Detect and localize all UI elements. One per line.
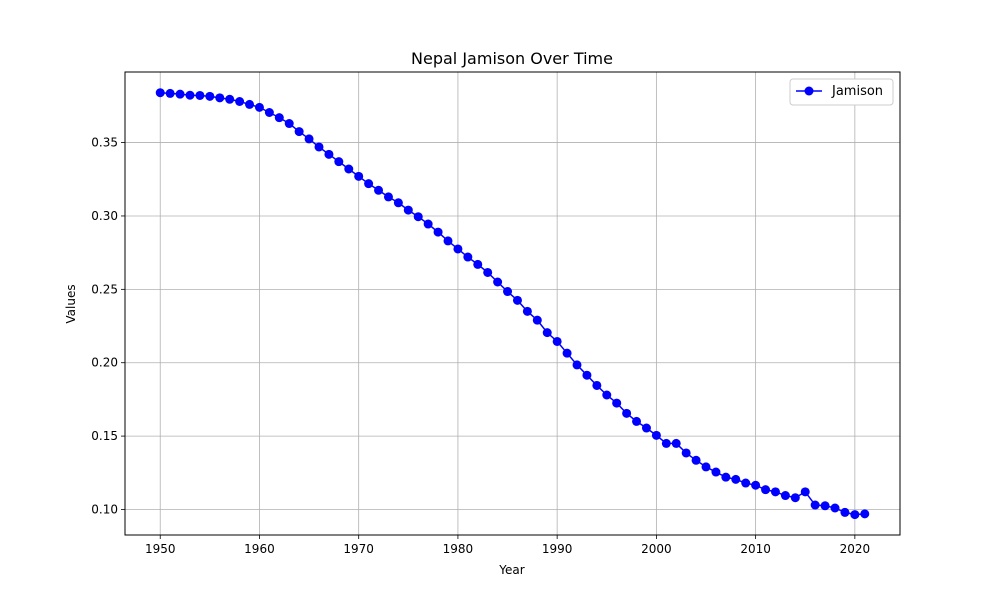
data-point: [195, 90, 205, 100]
data-point: [215, 93, 225, 103]
data-point: [641, 423, 651, 433]
data-point: [552, 336, 562, 346]
data-point: [413, 212, 423, 222]
data-point: [284, 119, 294, 129]
data-point: [155, 88, 165, 98]
y-axis-label: Values: [64, 284, 78, 323]
data-point: [433, 227, 443, 237]
data-point: [205, 91, 215, 101]
data-point: [761, 485, 771, 495]
data-point: [820, 501, 830, 511]
data-point: [731, 474, 741, 484]
data-point: [830, 503, 840, 513]
data-point: [850, 510, 860, 520]
plot-area: [125, 72, 900, 535]
data-point: [632, 416, 642, 426]
x-tick-label: 1960: [244, 542, 275, 556]
data-point: [354, 171, 364, 181]
x-axis-label: Year: [498, 563, 524, 577]
data-point: [532, 315, 542, 325]
y-tick-label: 0.35: [91, 136, 118, 150]
data-point: [651, 430, 661, 440]
data-point: [324, 149, 334, 159]
data-point: [304, 134, 314, 144]
data-point: [483, 267, 493, 277]
data-point: [840, 507, 850, 517]
data-point: [374, 185, 384, 195]
x-tick-label: 1980: [443, 542, 474, 556]
legend-marker-sample: [804, 86, 814, 96]
data-point: [423, 219, 433, 229]
data-point: [542, 328, 552, 338]
data-point: [790, 493, 800, 503]
data-point: [810, 500, 820, 510]
data-point: [264, 108, 274, 117]
data-point: [622, 408, 632, 418]
data-point: [751, 480, 761, 490]
data-point: [592, 380, 602, 390]
data-point: [334, 157, 344, 167]
data-point: [453, 244, 463, 254]
chart-title: Nepal Jamison Over Time: [411, 49, 613, 68]
data-point: [741, 478, 751, 488]
data-point: [344, 164, 354, 174]
x-tick-label: 1950: [145, 542, 176, 556]
data-point: [503, 287, 513, 297]
data-point: [314, 142, 324, 152]
data-point: [512, 295, 522, 305]
legend-box: [789, 78, 894, 106]
data-point: [383, 192, 393, 202]
y-tick-label: 0.10: [91, 502, 118, 516]
data-point: [493, 277, 503, 287]
data-point: [721, 472, 731, 482]
data-point: [473, 259, 483, 269]
data-point: [711, 467, 721, 477]
data-point: [254, 102, 264, 112]
data-point: [572, 360, 582, 370]
data-point: [780, 491, 790, 501]
data-point: [582, 370, 592, 380]
data-point: [522, 306, 532, 316]
data-point: [235, 97, 245, 106]
data-point: [602, 390, 612, 400]
legend: Jamison: [789, 78, 894, 106]
legend-entry-jamison: Jamison: [831, 84, 883, 99]
data-point: [245, 99, 255, 109]
data-point: [691, 455, 701, 465]
data-point: [612, 398, 622, 408]
data-point: [403, 205, 413, 215]
data-point: [294, 127, 304, 137]
y-tick-label: 0.15: [91, 429, 118, 443]
data-point: [225, 94, 235, 104]
data-point: [185, 90, 195, 100]
data-point: [800, 487, 810, 497]
data-point: [671, 438, 681, 448]
grid-lines: [125, 72, 900, 535]
y-tick-label: 0.30: [91, 209, 118, 223]
x-tick-label: 2000: [641, 542, 672, 556]
data-point: [165, 88, 175, 98]
data-point: [443, 236, 453, 246]
x-tick-label: 2010: [740, 542, 771, 556]
data-point: [393, 198, 403, 208]
data-point: [175, 89, 185, 99]
data-point: [562, 348, 572, 358]
x-tick-label: 1990: [542, 542, 573, 556]
ticks: 1950 1960 1970 1980 1990 2000 2010 2020 0.10 0.15…: [91, 136, 870, 556]
data-point: [701, 462, 711, 472]
x-tick-label: 1970: [343, 542, 374, 556]
data-point: [770, 487, 780, 497]
data-point: [364, 179, 374, 189]
data-point: [274, 113, 284, 123]
y-tick-label: 0.25: [91, 282, 118, 296]
data-point: [463, 252, 473, 262]
data-point: [661, 438, 671, 448]
data-point: [860, 509, 870, 519]
y-tick-label: 0.20: [91, 356, 118, 370]
series-layer: [155, 88, 870, 520]
plot-frame: [124, 71, 901, 536]
x-tick-label: 2020: [840, 542, 871, 556]
data-point: [681, 448, 691, 458]
